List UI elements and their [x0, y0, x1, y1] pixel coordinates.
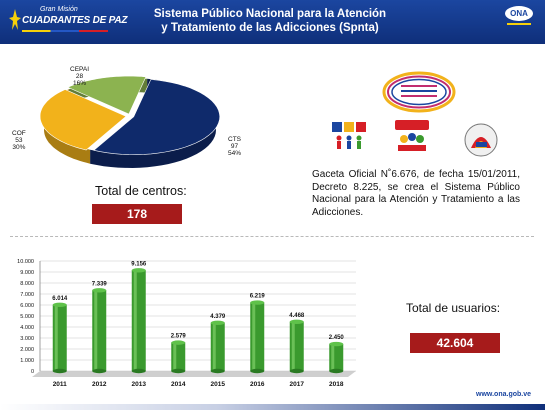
y-tick-label: 6.000	[20, 303, 34, 309]
bar-2016	[250, 300, 265, 374]
bar-2014	[171, 340, 186, 374]
x-tick-label: 2016	[250, 381, 265, 388]
y-tick-label: 4.000	[20, 325, 34, 331]
pie-label-cepai-count: 28	[75, 73, 84, 80]
pie-label-cepai-name: CEPAI	[70, 66, 90, 73]
bar-value-label: 7.339	[92, 281, 108, 287]
bar-value-label: 2.450	[329, 335, 345, 341]
total-users-label: Total de usuarios:	[406, 301, 501, 315]
y-tick-label: 5.000	[20, 314, 34, 320]
pie-chart-svg	[39, 75, 221, 168]
bar-value-label: 6.014	[52, 296, 68, 302]
bar-value-label: 6.219	[250, 294, 266, 300]
pie-label-cof-name: COF	[12, 130, 26, 137]
gaceta-description: Gaceta Oficial N˚6.676, de fecha 15/01/2…	[312, 169, 520, 218]
cuadrantes-de-paz-logo: Gran Misión CUADRANTES DE PAZ	[8, 6, 128, 38]
ona-logo-stripe	[507, 23, 531, 25]
pie-label-cts-name: CTS	[228, 136, 241, 143]
title-line-2: y Tratamiento de las Adicciones (Spnta)	[161, 22, 379, 34]
y-tick-label: 9.000	[20, 270, 34, 276]
bar-value-label: 9.156	[131, 261, 147, 267]
bar-2012	[92, 288, 107, 374]
bar-value-label: 4.468	[289, 313, 305, 319]
total-centers-value: 178	[92, 204, 182, 224]
title-line-1: Sistema Público Nacional para la Atenció…	[153, 8, 387, 20]
bar-2013	[131, 268, 146, 374]
pie-label-cts: CTS 97 54%	[228, 136, 241, 157]
logo-flag-stripe	[22, 30, 108, 32]
y-tick-label: 2.000	[20, 347, 34, 353]
footer-url[interactable]: www.ona.gob.ve	[476, 391, 531, 398]
pie-slice-cts	[93, 79, 221, 156]
spnta-logo-icon	[382, 71, 456, 113]
bar-2018	[329, 341, 344, 374]
pie-slice-cepai	[67, 75, 147, 115]
pie-label-cts-percent: 54%	[228, 150, 242, 157]
users-bar-chart: 0 1.000 2.000 3.000 4.000 5.000 6.000 7.000 8.00…	[17, 259, 356, 388]
header-bar: Gran Misión CUADRANTES DE PAZ Sistema Pú…	[0, 0, 545, 44]
cepai-logo-icon	[395, 120, 429, 151]
logo-top-text: Gran Misión	[40, 6, 78, 13]
pie-label-cepai: CEPAI 28 16%	[70, 66, 89, 87]
centers-pie-chart: CEPAI 28 16% COF 53 30% CTS 97 54%	[10, 64, 260, 184]
bar-value-label: 2.579	[171, 334, 187, 340]
x-tick-label: 2011	[53, 381, 67, 388]
bar-2015	[210, 320, 225, 374]
total-users-value: 42.604	[410, 333, 500, 353]
x-tick-label: 2015	[211, 381, 226, 388]
ona-logo: ONA	[503, 6, 535, 38]
y-tick-label: 7.000	[20, 292, 34, 298]
y-tick-label: 8.000	[20, 281, 34, 287]
bar-2011	[52, 302, 67, 374]
chart-floor	[32, 371, 356, 377]
pie-label-cts-count: 97	[230, 143, 239, 150]
cof-logo	[330, 120, 368, 152]
y-tick-label: 0	[31, 369, 34, 375]
pie-label-cof-count: 53	[15, 137, 23, 144]
y-tick-label: 10.000	[17, 259, 34, 265]
bar-2017	[289, 319, 304, 374]
pie-label-cof: COF 53 30%	[12, 130, 26, 151]
pie-label-cof-percent: 30%	[12, 144, 26, 151]
cof-logo-icon	[332, 122, 366, 149]
page-title: Sistema Público Nacional para la Atenció…	[120, 7, 420, 35]
ona-logo-text: ONA	[505, 6, 533, 21]
section-divider	[10, 236, 534, 237]
y-tick-label: 1.000	[20, 358, 34, 364]
x-tick-label: 2013	[132, 381, 147, 388]
cts-logo-icon	[464, 123, 498, 157]
footer-bar	[0, 404, 545, 410]
x-tick-label: 2014	[171, 381, 186, 388]
bar-value-label: 4.379	[210, 314, 226, 320]
y-tick-label: 3.000	[20, 336, 34, 342]
pie-label-cepai-percent: 16%	[73, 80, 87, 87]
logo-main-text: CUADRANTES DE PAZ	[22, 15, 128, 26]
total-centers-label: Total de centros:	[95, 184, 187, 198]
cepai-logo	[392, 118, 432, 154]
star-icon	[9, 9, 21, 30]
x-tick-label: 2012	[92, 381, 107, 388]
cts-logo	[463, 122, 499, 158]
pie-slice-cof	[39, 89, 127, 151]
x-tick-label: 2018	[329, 381, 344, 388]
x-tick-label: 2017	[290, 381, 305, 388]
spnta-logo	[381, 70, 457, 114]
